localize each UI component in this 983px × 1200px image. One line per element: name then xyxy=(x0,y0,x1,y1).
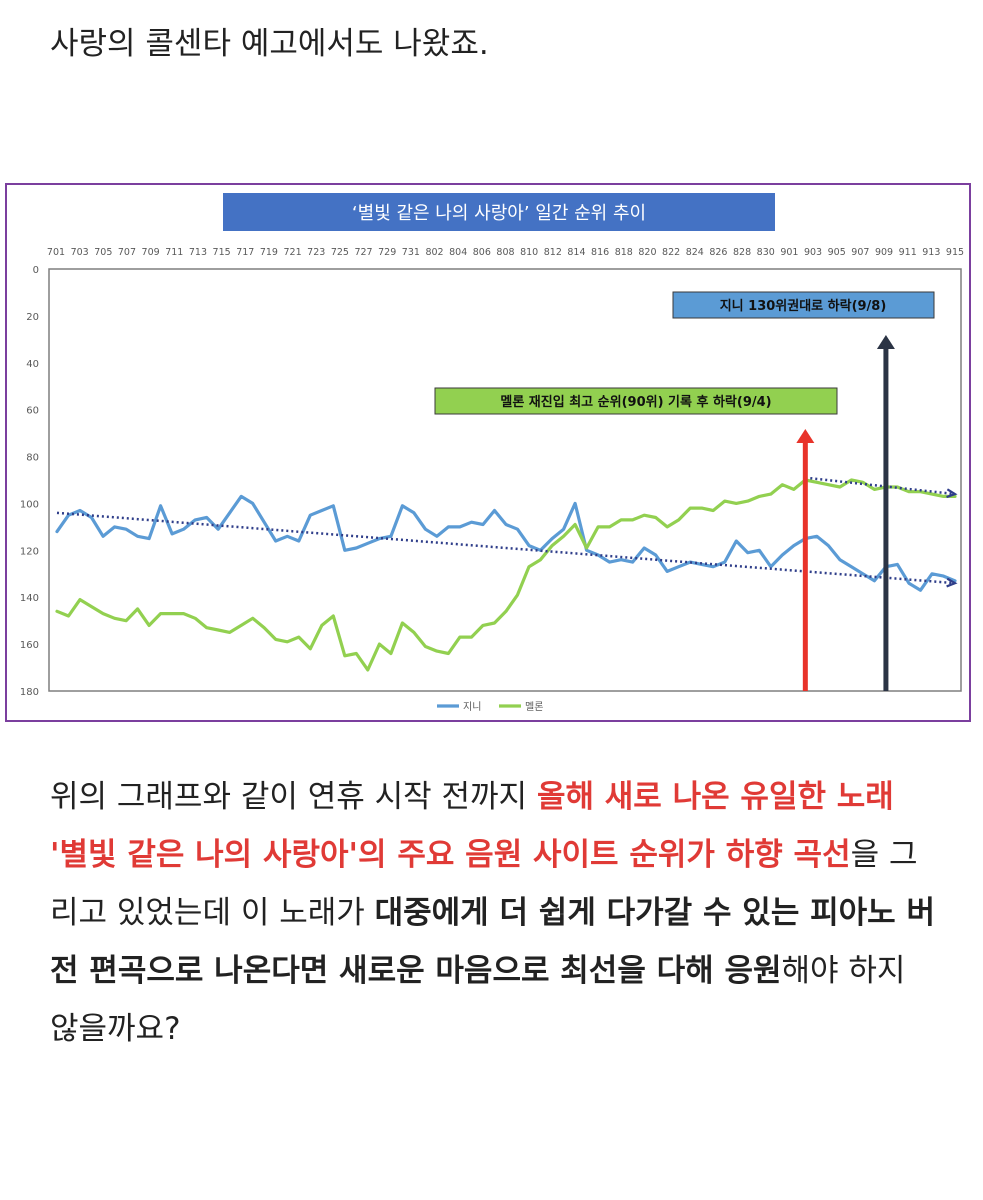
trendline-arrowhead-1 xyxy=(946,488,958,499)
rank-chart: ‘별빛 같은 나의 사랑아’ 일간 순위 추이 701 703 705 707 709 7… xyxy=(20,193,964,713)
x-tick-label: 709 xyxy=(142,247,160,258)
x-tick-label: 911 xyxy=(899,247,917,258)
intro-text: 사랑의 콜센타 예고에서도 나왔죠. xyxy=(50,26,489,62)
x-tick-label: 907 xyxy=(851,247,869,258)
x-tick-label: 715 xyxy=(213,247,231,258)
x-tick-label: 830 xyxy=(757,247,775,258)
x-tick-label: 915 xyxy=(946,247,964,258)
x-tick-label: 901 xyxy=(780,247,798,258)
y-tick-label: 0 xyxy=(33,265,39,276)
annotation-layer: 멜론 재진입 최고 순위(90위) 기록 후 하락(9/4) 지니 130위권대로… xyxy=(434,291,935,691)
legend-label-0: 지니 xyxy=(463,701,481,713)
x-tick-label: 818 xyxy=(615,247,633,258)
x-tick-label: 804 xyxy=(449,247,467,258)
x-tick-label: 703 xyxy=(71,247,89,258)
trendline-arrowhead-0 xyxy=(946,577,958,588)
x-tick-label: 812 xyxy=(544,247,562,258)
x-tick-label: 816 xyxy=(591,247,609,258)
x-tick-label: 727 xyxy=(354,247,372,258)
annotation-label-0: 멜론 재진입 최고 순위(90위) 기록 후 하락(9/4) xyxy=(500,394,771,410)
y-tick-label: 40 xyxy=(26,359,39,370)
x-tick-label: 822 xyxy=(662,247,680,258)
x-tick-label: 717 xyxy=(236,247,254,258)
body-paragraph: 위의 그래프와 같이 연휴 시작 전까지 올해 새로 나온 유일한 노래 '별빛… xyxy=(50,768,940,1058)
trend-layer xyxy=(56,476,958,588)
x-tick-label: 729 xyxy=(378,247,396,258)
y-tick-label: 20 xyxy=(26,312,39,323)
plot-area xyxy=(48,268,962,692)
x-tick-label: 806 xyxy=(473,247,491,258)
body-text-bold: 대중에게 더 쉽게 다가갈 수 있는 피아노 버전 편곡으로 나온다면 새로운 … xyxy=(50,895,936,989)
annotation-box-1 xyxy=(672,291,935,319)
x-tick-label: 707 xyxy=(118,247,136,258)
legend: 지니 멜론 xyxy=(437,701,543,713)
x-tick-label: 909 xyxy=(875,247,893,258)
x-tick-label: 913 xyxy=(922,247,940,258)
series-layer xyxy=(55,478,957,672)
x-tick-label: 719 xyxy=(260,247,278,258)
body-text-plain-3: 해야 하지 않을까요? xyxy=(50,953,906,1047)
series-line-1 xyxy=(55,478,957,672)
x-tick-labels: 701 703 705 707 709 711 713 715 717 719 721 723 725 7… xyxy=(47,247,964,258)
x-tick-label: 826 xyxy=(709,247,727,258)
x-tick-label: 828 xyxy=(733,247,751,258)
x-tick-label: 824 xyxy=(686,247,704,258)
x-tick-label: 701 xyxy=(47,247,65,258)
y-tick-label: 140 xyxy=(20,593,39,604)
y-tick-label: 60 xyxy=(26,406,39,417)
body-text-plain-1: 위의 그래프와 같이 연휴 시작 전까지 xyxy=(50,779,537,815)
chart-title: ‘별빛 같은 나의 사랑아’ 일간 순위 추이 xyxy=(352,203,646,224)
plot-border xyxy=(48,268,962,692)
x-tick-label: 725 xyxy=(331,247,349,258)
body-text-plain-2: 을 그리고 있었는데 이 노래가 xyxy=(50,837,918,931)
x-tick-label: 905 xyxy=(828,247,846,258)
x-tick-label: 820 xyxy=(638,247,656,258)
x-tick-label: 711 xyxy=(165,247,183,258)
chart-title-box xyxy=(223,193,775,231)
legend-label-1: 멜론 xyxy=(525,701,543,713)
series-line-0 xyxy=(55,494,957,592)
y-tick-label: 160 xyxy=(20,640,39,651)
body-text-highlight-red: 올해 새로 나온 유일한 노래 '별빛 같은 나의 사랑아'의 주요 음원 사이… xyxy=(50,779,894,873)
y-tick-label: 80 xyxy=(26,453,39,464)
y-tick-labels: 0 20 40 60 80 100 120 140 160 180 xyxy=(20,265,39,698)
x-tick-label: 903 xyxy=(804,247,822,258)
rank-chart-figure: ‘별빛 같은 나의 사랑아’ 일간 순위 추이 701 703 705 707 709 7… xyxy=(5,183,971,722)
y-tick-label: 180 xyxy=(20,687,39,698)
x-tick-label: 808 xyxy=(496,247,514,258)
y-tick-label: 100 xyxy=(20,499,39,510)
x-tick-label: 713 xyxy=(189,247,207,258)
x-tick-label: 810 xyxy=(520,247,538,258)
x-tick-label: 721 xyxy=(284,247,302,258)
y-tick-label: 120 xyxy=(20,546,39,557)
x-tick-label: 705 xyxy=(94,247,112,258)
annotation-box-0 xyxy=(434,387,838,415)
trendline-1 xyxy=(805,476,956,496)
x-tick-label: 723 xyxy=(307,247,325,258)
annotation-arrowhead-0 xyxy=(796,429,815,443)
annotation-label-1: 지니 130위권대로 하락(9/8) xyxy=(720,298,887,314)
x-tick-label: 814 xyxy=(567,247,585,258)
x-tick-label: 731 xyxy=(402,247,420,258)
annotation-arrowhead-1 xyxy=(876,335,895,349)
x-tick-label: 802 xyxy=(425,247,443,258)
